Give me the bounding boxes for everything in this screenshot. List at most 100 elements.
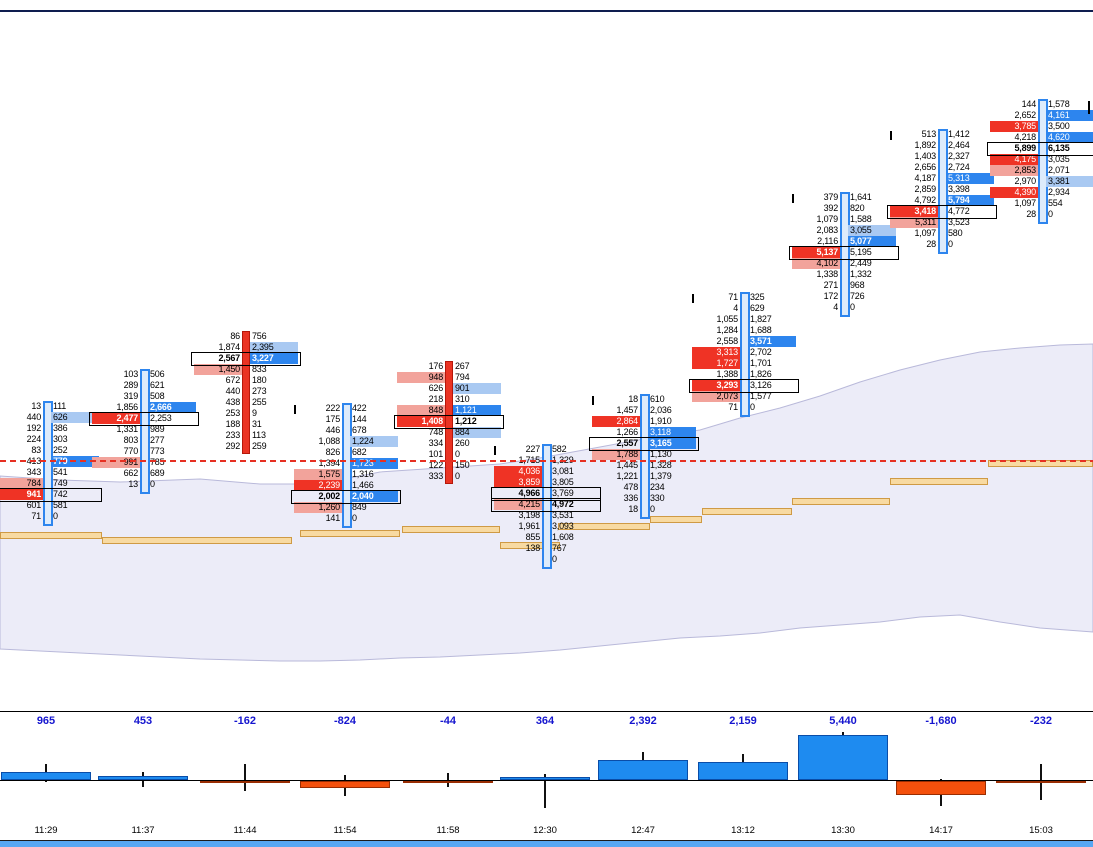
- poc-box: [394, 415, 504, 429]
- bid-cell: 1,079: [816, 214, 838, 224]
- time-axis-label: 14:17: [929, 825, 953, 836]
- ask-cell: 580: [948, 228, 963, 238]
- bid-cell: 1,445: [616, 460, 638, 470]
- ask-cell: 621: [150, 380, 165, 390]
- bid-cell: 1,097: [914, 228, 936, 238]
- delta-whisker: [447, 772, 449, 788]
- delta-panel-separator: [0, 711, 1093, 712]
- bid-cell: 289: [123, 380, 139, 390]
- ask-cell: 0: [948, 239, 953, 249]
- ask-cell: 1,641: [850, 192, 872, 202]
- bid-cell: 1,961: [518, 521, 540, 531]
- bid-cell: 233: [225, 430, 241, 440]
- bid-cell: 948: [397, 372, 445, 383]
- ask-cell: 3,398: [948, 184, 970, 194]
- footprint-chart-panel[interactable]: 1311144062619238622430383252413779343541…: [0, 0, 1093, 710]
- ask-cell: 2,666: [148, 402, 196, 413]
- ask-cell: 4,772: [948, 206, 970, 216]
- ask-cell: 234: [650, 482, 665, 492]
- open-tick: [890, 131, 892, 140]
- ask-cell: 0: [650, 504, 655, 514]
- delta-bar: [403, 781, 493, 783]
- bid-cell: 2,073: [692, 391, 740, 402]
- bid-cell: 86: [230, 331, 240, 341]
- bid-cell: 5,899: [1014, 143, 1036, 153]
- ask-cell: 1,688: [750, 325, 772, 335]
- ask-cell: 0: [1048, 209, 1053, 219]
- delta-value-label: 965: [36, 715, 56, 727]
- bid-cell: 662: [123, 468, 139, 478]
- candle-wick: [542, 444, 552, 569]
- poc-box: [0, 488, 102, 502]
- bid-cell: 292: [225, 441, 241, 451]
- bid-cell: 2,859: [914, 184, 936, 194]
- ask-cell: 3,126: [750, 380, 772, 390]
- ask-cell: 901: [453, 383, 501, 394]
- open-tick: [692, 294, 694, 303]
- ask-cell: 3,118: [648, 427, 696, 438]
- bid-cell: 3,418: [890, 206, 938, 217]
- bid-cell: 2,652: [1014, 110, 1036, 120]
- bid-cell: 672: [225, 375, 241, 385]
- delta-value-label: 364: [535, 715, 555, 727]
- ask-cell: 144: [352, 414, 367, 424]
- bid-cell: 2,116: [817, 236, 838, 246]
- ask-cell: 180: [252, 375, 267, 385]
- ask-cell: 1,578: [1048, 99, 1070, 109]
- ask-cell: 785: [150, 457, 165, 467]
- ask-cell: 5,313: [946, 173, 994, 184]
- naked-poc-segment: [890, 478, 988, 485]
- naked-poc-segment: [792, 498, 890, 505]
- ask-cell: 3,381: [1046, 176, 1093, 187]
- ask-cell: 4,620: [1046, 132, 1093, 143]
- window-top-border: [0, 10, 1093, 12]
- ask-cell: 1,328: [650, 460, 672, 470]
- ask-cell: 2,253: [150, 413, 172, 423]
- ask-cell: 1,910: [650, 416, 672, 426]
- time-axis-label: 12:30: [533, 825, 557, 836]
- ask-cell: 626: [51, 412, 99, 423]
- ask-cell: 2,040: [350, 491, 398, 502]
- bid-cell: 334: [428, 438, 444, 448]
- ask-cell: 3,035: [1048, 154, 1070, 164]
- delta-bar: [98, 776, 188, 780]
- bid-cell: 784: [0, 478, 43, 489]
- ask-cell: 277: [150, 435, 165, 445]
- bid-cell: 848: [397, 405, 445, 416]
- ask-cell: 1,224: [350, 436, 398, 447]
- bid-cell: 438: [225, 397, 241, 407]
- bid-cell: 826: [325, 447, 341, 457]
- ask-cell: 3,500: [1048, 121, 1070, 131]
- bid-cell: 4,187: [914, 173, 936, 183]
- ask-cell: 849: [352, 502, 367, 512]
- bid-cell: 2,557: [616, 438, 638, 448]
- naked-poc-segment: [0, 532, 102, 539]
- bottom-scrollbar[interactable]: [0, 840, 1093, 847]
- poc-box: [789, 246, 899, 260]
- bid-cell: 13: [31, 401, 41, 411]
- ask-cell: 0: [552, 554, 557, 564]
- bid-cell: 1,260: [294, 502, 342, 513]
- time-axis-label: 11:54: [333, 825, 357, 836]
- ask-cell: 3,227: [250, 353, 298, 364]
- bid-cell: 138: [525, 543, 541, 553]
- bid-cell: 4: [733, 303, 738, 313]
- bid-cell: 1,388: [716, 369, 738, 379]
- bid-cell: 803: [123, 435, 139, 445]
- bid-cell: 122: [428, 460, 444, 470]
- ask-cell: 506: [150, 369, 165, 379]
- ask-cell: 1,130: [650, 449, 672, 459]
- delta-value-label: -1,680: [925, 715, 957, 727]
- delta-bar: [996, 781, 1086, 783]
- ask-cell: 0: [850, 302, 855, 312]
- bid-cell: 1,088: [318, 436, 340, 446]
- bid-cell: 2,477: [92, 413, 140, 424]
- delta-value-label: -824: [333, 715, 357, 727]
- ask-cell: 9: [252, 408, 257, 418]
- bid-cell: 71: [728, 402, 738, 412]
- ask-cell: 2,395: [250, 342, 298, 353]
- ask-cell: 4,161: [1046, 110, 1093, 121]
- poc-box: [491, 498, 601, 512]
